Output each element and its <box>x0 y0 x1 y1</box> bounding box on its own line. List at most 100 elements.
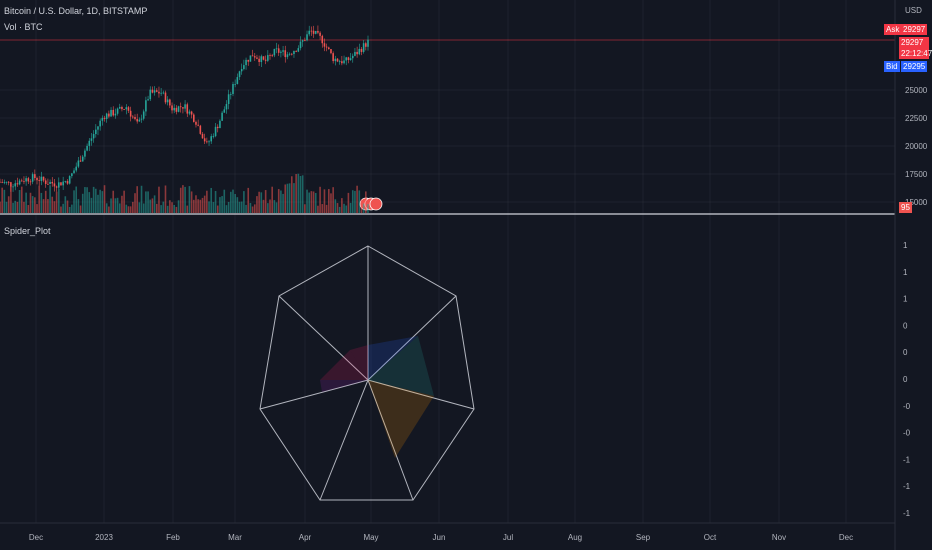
candle-body <box>206 141 208 143</box>
candle-body <box>68 176 71 184</box>
candle-body <box>112 109 115 116</box>
symbol-title[interactable]: Bitcoin / U.S. Dollar, 1D, BITSTAMP <box>4 6 148 16</box>
candle-body <box>232 84 234 94</box>
candle-body <box>328 47 330 50</box>
candle-body <box>97 126 99 130</box>
candle-body <box>149 89 152 100</box>
volume-bar <box>20 186 23 213</box>
time-label: Dec <box>29 533 43 542</box>
candle-body <box>240 69 243 72</box>
volume-bar <box>190 191 193 213</box>
volume-bar <box>301 175 304 213</box>
candle-body <box>66 181 69 184</box>
volume-bar <box>195 195 197 213</box>
time-label: Dec <box>839 533 853 542</box>
candle-body <box>34 174 36 178</box>
event-marker[interactable] <box>369 197 383 211</box>
volume-bar <box>103 185 106 213</box>
volume-bar <box>27 205 30 213</box>
candle-body <box>169 99 171 106</box>
candle-body <box>321 35 324 44</box>
indicator-tick-label: 0 <box>903 321 908 330</box>
candle-body <box>284 50 287 58</box>
candle-body <box>293 51 295 54</box>
volume-bar <box>177 200 180 213</box>
volume-bar <box>238 201 241 213</box>
candle-body <box>73 170 75 174</box>
candle-body <box>347 57 350 60</box>
volume-bar <box>71 204 73 213</box>
candle-body <box>286 54 289 58</box>
candle-body <box>20 180 23 182</box>
candle-body <box>179 106 182 108</box>
volume-bar <box>1 187 3 213</box>
candle-body <box>251 55 254 57</box>
volume-bar <box>336 203 339 213</box>
candle-body <box>153 90 156 93</box>
candle-body <box>81 156 84 162</box>
volume-bar <box>312 191 315 213</box>
candle-body <box>25 178 27 182</box>
candle-body <box>36 177 38 181</box>
volume-bar <box>5 201 8 213</box>
candle-body <box>27 178 30 182</box>
volume-bar <box>97 194 99 213</box>
candle-body <box>101 117 104 121</box>
candle-body <box>282 50 284 52</box>
candle-body <box>262 56 265 60</box>
candle-body <box>299 41 302 49</box>
candle-body <box>351 55 354 59</box>
candle-body <box>199 125 202 134</box>
indicator-title[interactable]: Spider_Plot <box>4 226 51 236</box>
indicator-tick-label: -0 <box>903 429 911 438</box>
volume-bar <box>29 192 32 213</box>
candle-body <box>86 145 88 151</box>
volume-bar <box>66 200 69 213</box>
candle-body <box>264 59 267 61</box>
candle-body <box>127 107 130 111</box>
volume-bar <box>206 190 208 213</box>
indicator-tick-label: -1 <box>903 509 911 518</box>
candle-body <box>210 136 213 142</box>
volume-bar <box>365 191 367 213</box>
volume-legend[interactable]: Vol · BTC <box>4 22 43 32</box>
ask-value: 29297 <box>901 24 928 35</box>
volume-bar <box>55 191 58 213</box>
volume-bar <box>330 193 332 213</box>
candle-body <box>267 55 269 61</box>
candle-body <box>234 83 236 85</box>
candle-body <box>338 61 341 63</box>
candle-body <box>253 56 256 58</box>
volume-bar <box>121 195 123 213</box>
volume-bar <box>345 205 348 213</box>
volume-bar <box>142 203 145 213</box>
volume-bar <box>145 191 147 213</box>
volume-bar <box>219 197 221 213</box>
volume-bar <box>42 199 45 213</box>
volume-bar <box>57 188 60 213</box>
candle-body <box>345 57 348 61</box>
volume-bar <box>12 202 14 213</box>
volume-bar <box>92 186 95 213</box>
candle-body <box>343 60 345 64</box>
candle-body <box>134 116 136 120</box>
candle-body <box>186 104 189 114</box>
candle-body <box>221 112 223 121</box>
candle-body <box>288 53 291 55</box>
volume-bar <box>164 185 167 213</box>
candle-body <box>29 181 32 183</box>
candle-body <box>203 138 206 142</box>
volume-bar <box>341 198 343 213</box>
spider-outline <box>259 245 475 501</box>
candle-body <box>173 107 176 111</box>
candle-body <box>336 58 339 62</box>
candle-body <box>171 105 173 111</box>
volume-bar <box>188 186 191 213</box>
volume-bar <box>223 189 226 213</box>
spider-sector <box>368 380 434 458</box>
volume-bar <box>81 193 84 213</box>
spider-plot <box>259 245 475 501</box>
volume-bar <box>282 193 284 213</box>
candle-body <box>99 120 101 127</box>
